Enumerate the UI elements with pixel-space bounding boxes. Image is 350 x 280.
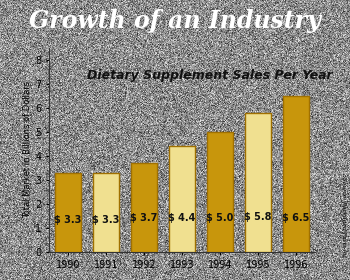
Text: $ 3.3: $ 3.3 (92, 215, 120, 225)
Bar (207, 132, 233, 252)
Bar (283, 96, 309, 252)
Bar (245, 113, 271, 252)
Bar (55, 173, 81, 252)
Text: Growth of an Industry: Growth of an Industry (29, 9, 321, 33)
Text: $ 3.3: $ 3.3 (54, 215, 82, 225)
Text: $ 6.5: $ 6.5 (282, 213, 310, 223)
Text: Source: Packaged Facts Inc.: Source: Packaged Facts Inc. (341, 177, 346, 260)
Text: $ 5.0: $ 5.0 (206, 213, 234, 223)
Y-axis label: Total Market in Billions of Dollars: Total Market in Billions of Dollars (23, 81, 32, 218)
Bar (131, 163, 157, 252)
Text: $ 3.7: $ 3.7 (130, 213, 158, 223)
Bar (169, 146, 195, 252)
Text: $ 5.8: $ 5.8 (244, 212, 272, 222)
Text: Dietary Supplement Sales Per Year: Dietary Supplement Sales Per Year (87, 69, 332, 82)
Text: $ 4.4: $ 4.4 (168, 213, 196, 223)
Bar (93, 173, 119, 252)
